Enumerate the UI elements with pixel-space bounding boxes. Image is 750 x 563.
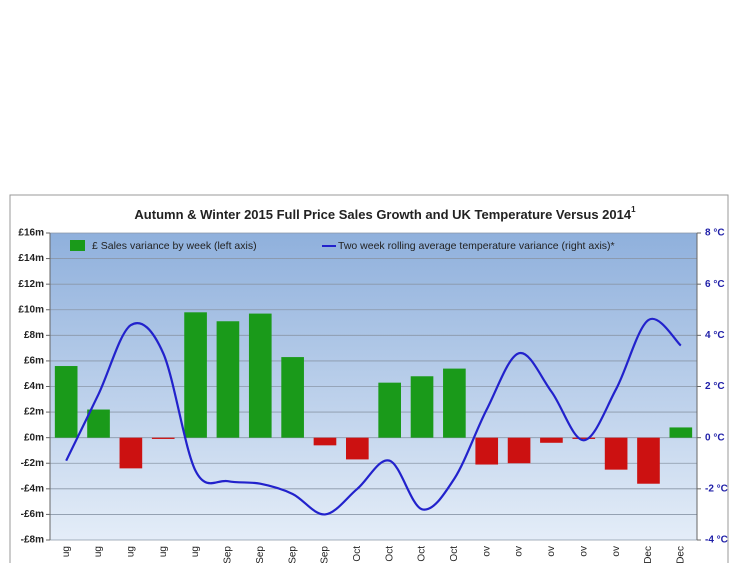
legend-swatch-bar (70, 240, 85, 251)
bar (540, 437, 563, 443)
x-tick-label: Dec (675, 546, 686, 563)
line (65, 317, 682, 516)
x-tick-label: Oct (384, 546, 395, 562)
y-tick-label: £2m (24, 407, 44, 418)
x-tick-label: Oct (352, 546, 363, 562)
y-tick-label: £12m (18, 279, 44, 290)
y2-tick-label: 6 °C (705, 279, 725, 290)
x-tick-label: Sep (320, 546, 331, 563)
y-tick-label: £6m (24, 356, 44, 367)
y2-tick-label: 0 °C (705, 432, 725, 443)
legend-label: Two week rolling average temperature var… (338, 240, 615, 252)
x-tick-label: ug (126, 546, 137, 557)
bar (572, 437, 596, 439)
bar (54, 366, 78, 438)
bar (313, 437, 337, 446)
bar (604, 437, 628, 470)
legend-label: £ Sales variance by week (left axis) (92, 240, 257, 252)
bar (378, 382, 401, 438)
bar (119, 437, 143, 469)
x-tick-label: Sep (287, 546, 298, 563)
bar (410, 376, 434, 438)
title-text: Autumn & Winter 2015 Full Price Sales Gr… (134, 207, 631, 222)
x-tick-label: Oct (417, 546, 428, 562)
x-tick-label: Oct (449, 546, 460, 562)
y2-tick-label: -4 °C (705, 535, 728, 546)
bar (443, 368, 466, 438)
x-tick-label: Dec (643, 546, 654, 563)
x-tick-label: ov (481, 546, 492, 557)
bar (87, 409, 110, 438)
chart-title: Autumn & Winter 2015 Full Price Sales Gr… (134, 205, 636, 222)
y-tick-label: -£8m (21, 535, 44, 546)
y2-tick-label: 2 °C (705, 381, 725, 392)
y-tick-label: -£6m (21, 509, 44, 520)
y-tick-label: -£4m (21, 483, 44, 494)
bar (637, 437, 660, 484)
y-tick-label: £16m (18, 228, 44, 239)
y-tick-label: £14m (18, 253, 44, 264)
y-tick-label: -£2m (21, 458, 44, 469)
y2-tick-label: 4 °C (705, 330, 725, 341)
x-tick-label: ug (190, 546, 201, 557)
bar (184, 312, 207, 438)
y-tick-label: £10m (18, 304, 44, 315)
x-tick-label: ov (611, 546, 622, 557)
y-tick-label: £8m (24, 330, 44, 341)
y2-tick-label: -2 °C (705, 483, 728, 494)
x-tick-label: ug (158, 546, 169, 557)
y2-tick-label: 8 °C (705, 228, 725, 239)
bar (151, 437, 175, 439)
x-tick-label: Sep (223, 546, 234, 563)
x-tick-label: ug (93, 546, 104, 557)
plot: -£8m -£6m -£4m -£2m £0m £2m £4m £6m £8m £10m £12m £… (18, 228, 727, 563)
x-tick-label: ov (546, 546, 557, 557)
title-superscript: 1 (631, 205, 636, 214)
bar (248, 313, 272, 438)
bar (281, 357, 304, 438)
bar (669, 427, 693, 438)
x-tick-label: ov (578, 546, 589, 557)
y-tick-label: £4m (24, 381, 44, 392)
x-tick-label: Sep (255, 546, 266, 563)
x-tick-label: ug (61, 546, 72, 557)
x-tick-label: ov (514, 546, 525, 557)
y-tick-label: £0m (24, 432, 44, 443)
bar (346, 437, 369, 460)
bar (216, 321, 240, 438)
bar (475, 437, 499, 465)
bar (507, 437, 531, 464)
